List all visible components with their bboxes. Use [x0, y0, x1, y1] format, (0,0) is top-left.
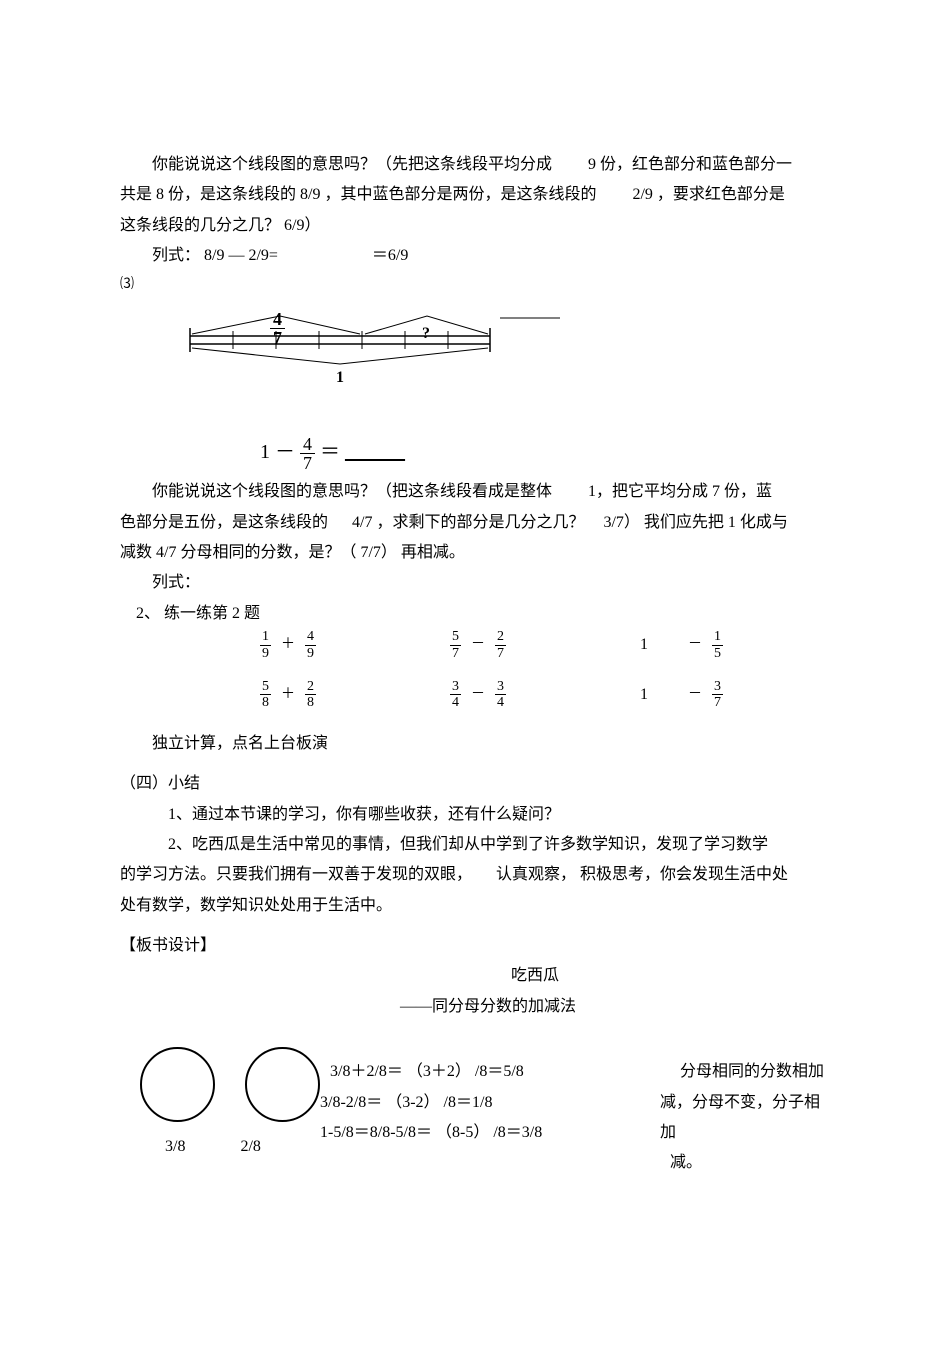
fraction: 2 7: [495, 629, 506, 661]
exercise-2-2: 3 4 － 3 4: [450, 679, 550, 711]
board-design-label: 【板书设计】: [120, 931, 830, 961]
circle-1: [140, 1047, 215, 1122]
fraction: 4 9: [305, 629, 316, 661]
summary-1: 1、通过本节课的学习，你有哪些收获，还有什么疑问？: [120, 800, 830, 830]
para2-num2: 3/7） 我们应先把 1 化成与: [603, 514, 787, 531]
fraction: 3 7: [712, 679, 723, 711]
board-rule2: 减，分母不变，分子相加: [660, 1088, 830, 1149]
paragraph-1b: 共是 8 份，是这条线段的 8/9 ，其中蓝色部分是两份，是这条线段的 2/9 …: [120, 180, 830, 210]
exercise-row-1: 1 9 ＋ 4 9 5 7 － 2 7 1 － 1 5: [260, 629, 830, 661]
circles: [140, 1047, 320, 1122]
item-3-label: ⑶: [120, 272, 830, 299]
paragraph-2b: 色部分是五份，是这条线段的 4/7 ，求剩下的部分是几分之几？ 3/7） 我们应…: [120, 508, 830, 538]
fraction: 1 9: [260, 629, 271, 661]
board-eq3: 1-5/8＝8/8-5/8＝ （8-5） /8＝3/8: [320, 1118, 660, 1148]
fraction: 5 7: [450, 629, 461, 661]
formula-prefix: 1 －: [260, 441, 295, 463]
paragraph-2: 你能说说这个线段图的意思吗？（把这条线段看成是整体 1，把它平均分成 7 份，蓝: [120, 477, 830, 507]
summary-4: 处有数学，数学知识处处用于生活中。: [120, 891, 830, 921]
formula-blank: ______: [345, 441, 405, 463]
exercise-1-2: 5 7 － 2 7: [450, 629, 550, 661]
exercise-note: 独立计算，点名上台板演: [120, 729, 830, 759]
board-subtitle: ——同分母分数的加减法: [400, 992, 830, 1022]
diagram-qmark: ?: [422, 319, 822, 349]
formula1-result: ＝6/9: [372, 247, 408, 264]
summary-3: 的学习方法。只要我们拥有一双善于发现的双眼， 认真观察， 积极思考，你会发现生活…: [120, 860, 830, 890]
board-eq2: 3/8-2/8＝ （3-2） /8＝1/8: [320, 1088, 660, 1118]
fraction: 3 4: [495, 679, 506, 711]
board-title: 吃西瓜: [240, 961, 830, 991]
diagram-formula: 1 － 4 7 ＝ ______: [260, 433, 830, 472]
diagram-frac-top: 4 7: [270, 310, 285, 347]
paragraph-2c: 减数 4/7 分母相同的分数，是？（ 7/7） 再相减。: [120, 538, 830, 568]
para1-line1: 你能说说这个线段图的意思吗？（先把这条线段平均分成: [152, 156, 552, 173]
paragraph-1c: 这条线段的几分之几？ 6/9）: [120, 211, 830, 241]
para2-num1: 1，把它平均分成 7 份，蓝: [588, 483, 772, 500]
summary-3b: 认真观察， 积极思考，你会发现生活中处: [496, 866, 788, 883]
circle-labels: 3/8 2/8: [165, 1132, 320, 1162]
formula-frac: 4 7: [300, 435, 315, 472]
para1-line3: 这条线段的几分之几？ 6/9）: [120, 217, 320, 234]
exercise-2-3: 1 － 3 7: [640, 679, 740, 711]
formula-1: 列式： 8/9 — 2/9= ＝6/9: [120, 241, 830, 271]
circle-label-1: 3/8: [165, 1132, 185, 1162]
section-4-label: （四）小结: [120, 769, 830, 799]
board-rule3: 减。: [670, 1148, 830, 1178]
board-eq1: 3/8＋2/8＝ （3＋2） /8＝5/8: [330, 1057, 660, 1087]
section-2-label: 2、 练一练第 2 题: [120, 599, 830, 629]
formula1-label: 列式： 8/9 — 2/9=: [152, 247, 278, 264]
exercise-1-3: 1 － 1 5: [640, 629, 740, 661]
exercise-1-1: 1 9 ＋ 4 9: [260, 629, 360, 661]
board-section: 3/8 2/8 3/8＋2/8＝ （3＋2） /8＝5/8 3/8-2/8＝ （…: [120, 1037, 830, 1179]
fraction: 2 8: [305, 679, 316, 711]
board-left: 3/8 2/8: [120, 1037, 320, 1162]
fraction: 1 5: [712, 629, 723, 661]
para2-line1: 你能说说这个线段图的意思吗？（把这条线段看成是整体: [152, 483, 552, 500]
para1-num1: 9 份，红色部分和蓝色部分一: [588, 156, 792, 173]
para1-line2: 共是 8 份，是这条线段的 8/9 ，其中蓝色部分是两份，是这条线段的: [120, 186, 596, 203]
exercise-2-1: 5 8 ＋ 2 8: [260, 679, 360, 711]
circle-label-2: 2/8: [240, 1132, 260, 1162]
fraction: 5 8: [260, 679, 271, 711]
paragraph-1: 你能说说这个线段图的意思吗？（先把这条线段平均分成 9 份，红色部分和蓝色部分一: [120, 150, 830, 180]
circle-2: [245, 1047, 320, 1122]
exercise-row-2: 5 8 ＋ 2 8 3 4 － 3 4 1 － 3 7: [260, 679, 830, 711]
para2-line2: 色部分是五份，是这条线段的: [120, 514, 328, 531]
formula-eq: ＝: [320, 441, 340, 463]
board-rule1: 分母相同的分数相加: [680, 1057, 830, 1087]
diagram-bottom-1: 1: [336, 363, 736, 393]
summary-3a: 的学习方法。只要我们拥有一双善于发现的双眼，: [120, 866, 472, 883]
board-right: 分母相同的分数相加 减，分母不变，分子相加 减。: [660, 1037, 830, 1179]
para1-num2: 2/9 ，要求红色部分是: [632, 186, 784, 203]
para2-line3: 减数 4/7 分母相同的分数，是？（ 7/7） 再相减。: [120, 544, 465, 561]
summary-2: 2、吃西瓜是生活中常见的事情，但我们却从中学到了许多数学知识，发现了学习数学: [120, 830, 830, 860]
formula-2-label: 列式：: [120, 568, 830, 598]
para2-mid: 4/7 ，求剩下的部分是几分之几？: [352, 514, 584, 531]
fraction: 3 4: [450, 679, 461, 711]
board-mid: 3/8＋2/8＝ （3＋2） /8＝5/8 3/8-2/8＝ （3-2） /8＝…: [320, 1037, 660, 1148]
